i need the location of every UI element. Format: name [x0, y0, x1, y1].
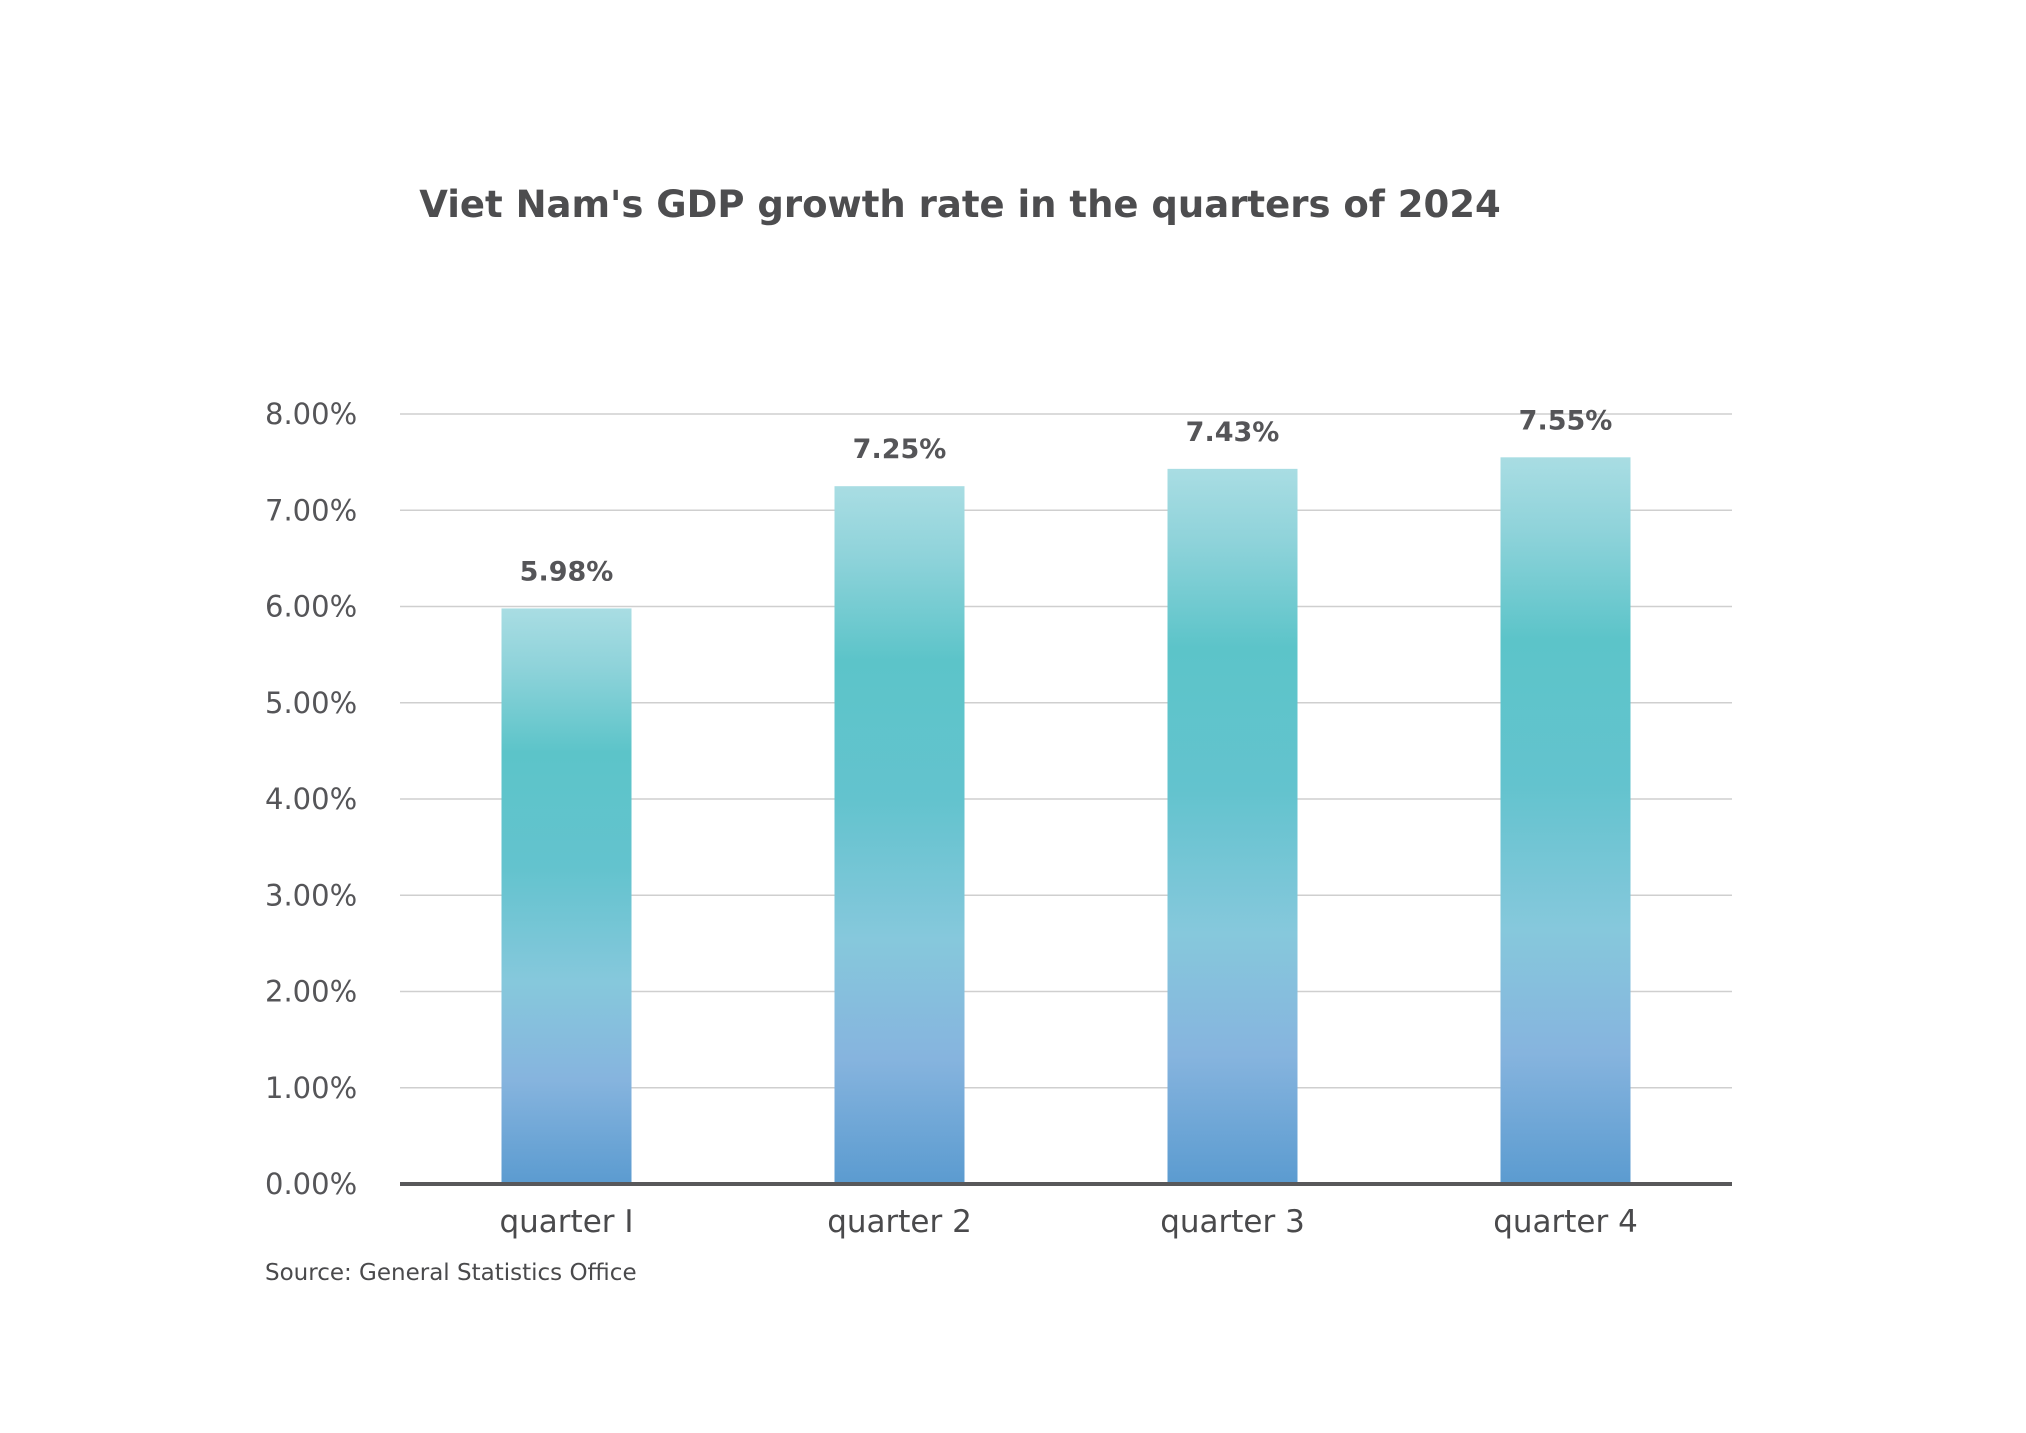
bars — [501, 457, 1631, 1184]
bar — [1500, 457, 1631, 1184]
y-tick-label: 1.00% — [265, 1071, 357, 1105]
x-category-label: quarter 2 — [827, 1204, 972, 1240]
y-tick-label: 2.00% — [265, 975, 357, 1009]
y-tick-label: 3.00% — [265, 878, 357, 912]
y-tick-label: 5.00% — [265, 686, 357, 720]
bar-value-label: 7.25% — [853, 434, 947, 465]
bar — [501, 608, 632, 1184]
bar-value-label: 7.43% — [1186, 417, 1280, 448]
y-axis-tick-labels: 0.00% 1.00% 2.00% 3.00% 4.00% 5.00% 6.00% 7.00%… — [265, 397, 357, 1201]
x-axis-category-labels: quarter I quarter 2 quarter 3 quarter 4 — [499, 1204, 1637, 1240]
y-tick-label: 0.00% — [265, 1167, 357, 1201]
source-note: Source: General Statistics Office — [265, 1260, 637, 1286]
x-category-label: quarter 4 — [1493, 1204, 1638, 1240]
bar — [834, 486, 965, 1184]
chart-title: Viet Nam's GDP growth rate in the quarte… — [419, 183, 1501, 226]
bar-value-label: 5.98% — [520, 556, 614, 587]
y-tick-label: 4.00% — [265, 782, 357, 816]
bar — [1167, 468, 1298, 1184]
bar-value-labels: 5.98% 7.25% 7.43% 7.55% — [520, 405, 1613, 587]
bar-value-label: 7.55% — [1519, 405, 1613, 436]
x-category-label: quarter 3 — [1160, 1204, 1305, 1240]
y-tick-label: 7.00% — [265, 493, 357, 527]
y-tick-label: 8.00% — [265, 397, 357, 431]
y-tick-label: 6.00% — [265, 590, 357, 624]
x-category-label: quarter I — [499, 1204, 633, 1240]
